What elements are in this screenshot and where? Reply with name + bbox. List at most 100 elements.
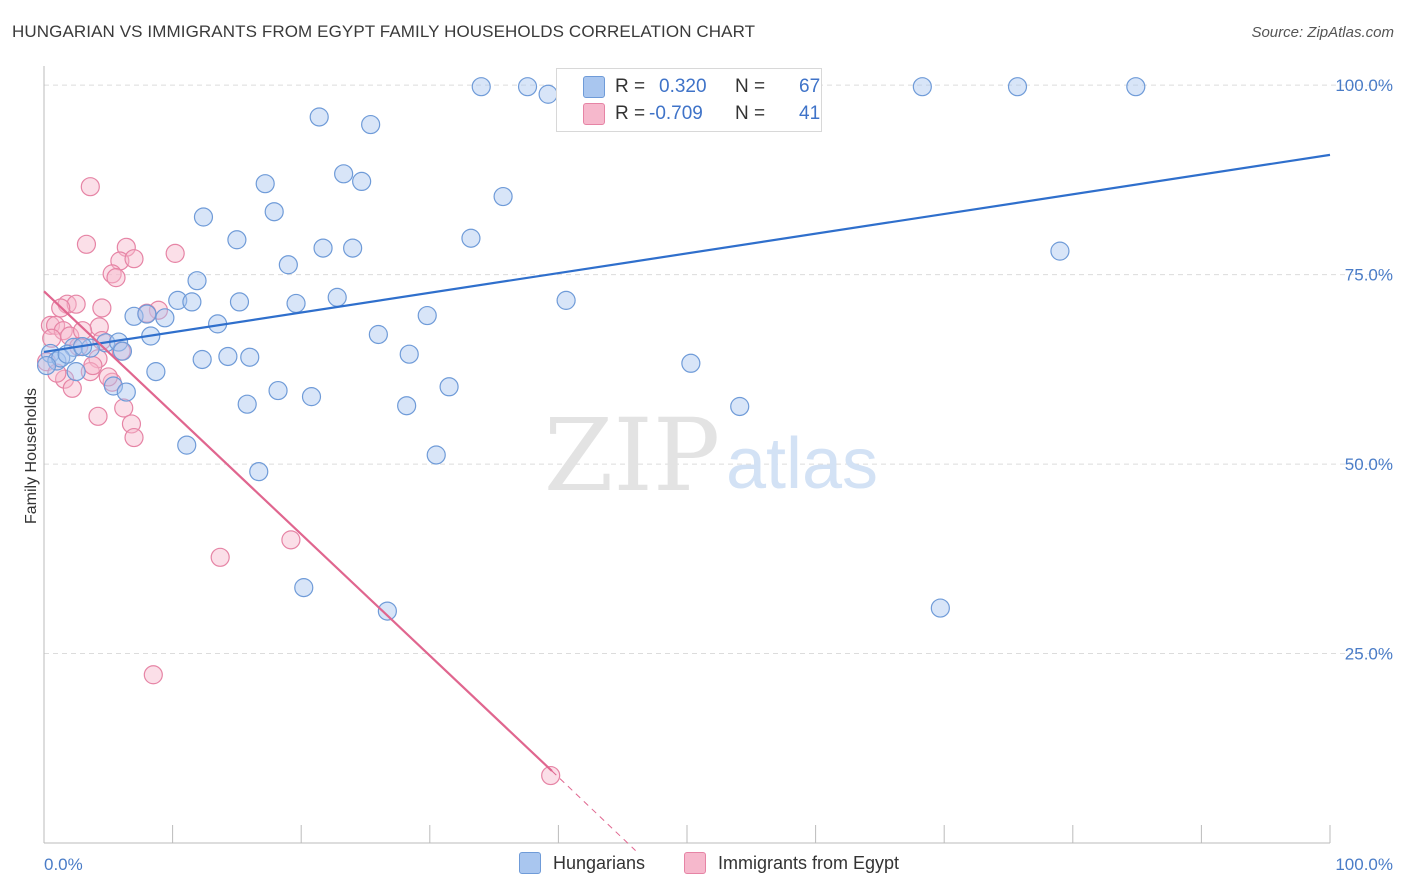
hungarian-point <box>471 77 491 97</box>
r-value: -0.709 <box>649 103 703 124</box>
r-label: R = <box>615 103 646 124</box>
hungarian-point <box>155 308 175 328</box>
legend-item-egypt[interactable]: Immigrants from Egypt <box>684 852 899 874</box>
r-label: R = <box>615 76 646 97</box>
grid-lines <box>44 84 1394 655</box>
hungarian-point <box>187 271 207 291</box>
hungarian-point <box>255 174 275 194</box>
hungarian-point <box>368 324 388 345</box>
hungarian-point <box>294 578 314 598</box>
egypt-trend-line <box>43 290 553 772</box>
hungarian-point <box>218 346 238 367</box>
egypt-point <box>106 268 126 288</box>
egypt-point <box>281 530 301 550</box>
hungarian-point <box>137 304 157 324</box>
egypt-point <box>76 234 97 254</box>
x-tick-label: 0.0% <box>44 855 83 874</box>
hungarian-point <box>240 347 260 367</box>
hungarian-point <box>1007 77 1028 97</box>
hungarian-point <box>309 107 329 127</box>
hungarians-swatch <box>519 852 541 874</box>
r-value: 0.320 <box>659 76 707 97</box>
hungarian-point <box>377 601 397 621</box>
hungarian-point <box>556 290 576 310</box>
egypt-point <box>88 406 108 426</box>
tick-labels: 25.0% 50.0% 75.0% 100.0% 0.0% 100.0% <box>44 76 1393 874</box>
hungarian-point <box>538 84 558 104</box>
hungarian-point <box>1126 77 1146 97</box>
hungarian-point <box>168 290 188 310</box>
watermark-zip: ZIP <box>544 397 720 514</box>
egypt-point <box>143 665 163 685</box>
correlation-legend: R = 0.320 N = 67 R = -0.709 N = 41 <box>556 68 822 132</box>
egypt-point <box>62 378 82 398</box>
hungarian-point <box>681 353 701 373</box>
hungarian-point <box>912 77 932 97</box>
egypt-point <box>53 321 73 341</box>
hungarian-point <box>461 228 481 248</box>
n-value: 41 <box>799 103 821 124</box>
egypt-point <box>66 294 86 314</box>
egypt-point <box>102 264 122 284</box>
hungarian-point <box>313 238 333 258</box>
egypt-point <box>80 177 100 197</box>
egypt-trend-extension <box>551 770 636 851</box>
hungarian-point <box>730 396 750 417</box>
n-label: N = <box>735 76 766 97</box>
hungarian-point <box>112 341 133 361</box>
egypt-swatch <box>583 103 605 125</box>
hungarian-point <box>343 238 363 258</box>
hungarian-point <box>229 292 250 312</box>
source-label: Source: ZipAtlas.com <box>1251 24 1394 41</box>
hungarian-point <box>439 377 459 397</box>
x-tick-label: 100.0% <box>1335 855 1393 874</box>
hungarian-point <box>237 394 257 414</box>
chart-title: HUNGARIAN VS IMMIGRANTS FROM EGYPT FAMIL… <box>12 22 756 41</box>
hungarian-point <box>352 171 372 192</box>
egypt-point <box>98 367 118 387</box>
series-legend: Hungarians Immigrants from Egypt <box>0 852 1406 878</box>
hungarian-point <box>301 387 322 407</box>
hungarian-point <box>930 598 950 618</box>
egypt-point <box>165 243 185 263</box>
axes <box>43 66 1331 844</box>
egypt-points <box>36 177 561 786</box>
hungarian-point <box>361 114 381 135</box>
watermark-atlas: atlas <box>726 424 878 504</box>
hungarian-point <box>286 293 306 314</box>
hungarian-points <box>36 77 1146 621</box>
hungarians-swatch <box>583 76 605 98</box>
egypt-swatch <box>684 852 706 874</box>
hungarian-point <box>327 287 347 307</box>
hungarian-point <box>1050 241 1070 261</box>
egypt-point <box>92 298 112 318</box>
egypt-point <box>83 355 103 376</box>
hungarian-point <box>36 355 57 376</box>
egypt-point <box>124 427 144 448</box>
hungarian-point <box>40 343 61 364</box>
hungarian-point <box>177 435 197 455</box>
y-tick-label: 50.0% <box>1345 455 1393 474</box>
watermark: ZIP atlas <box>544 397 878 514</box>
egypt-point <box>42 328 62 348</box>
egypt-point <box>148 300 169 320</box>
egypt-point <box>541 765 561 786</box>
y-tick-label: 25.0% <box>1345 645 1393 664</box>
hungarian-point <box>192 349 212 370</box>
y-axis-label: Family Households <box>23 388 40 524</box>
hungarian-point <box>66 362 86 382</box>
hungarian-point <box>264 202 284 222</box>
n-label: N = <box>735 103 766 124</box>
n-value: 67 <box>799 76 821 97</box>
legend-label-hungarians: Hungarians <box>553 852 646 873</box>
hungarian-point <box>249 462 269 482</box>
hungarian-point <box>116 382 136 402</box>
hungarian-point <box>182 292 202 312</box>
egypt-point <box>114 398 134 418</box>
hungarian-point <box>334 164 354 184</box>
y-tick-label: 75.0% <box>1345 266 1393 285</box>
trend-lines <box>43 153 1331 851</box>
legend-item-hungarians[interactable]: Hungarians <box>519 852 645 874</box>
egypt-point <box>210 547 230 567</box>
